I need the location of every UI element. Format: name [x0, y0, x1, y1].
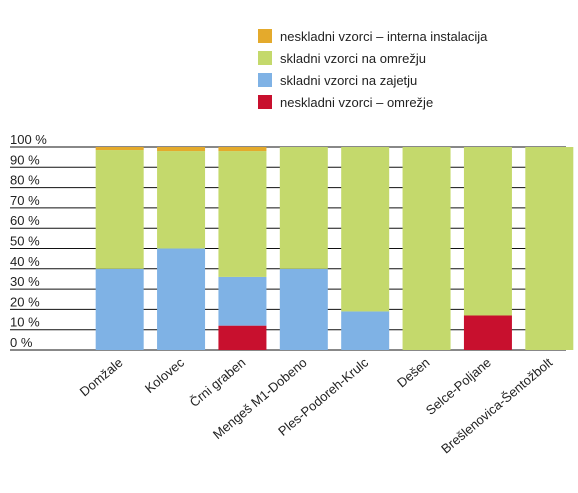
- x-tick-label: Dešen: [394, 355, 432, 391]
- y-tick-label: 10 %: [10, 315, 40, 330]
- bar-segment: [157, 248, 206, 350]
- legend-swatch: [258, 73, 272, 87]
- y-tick-label: 40 %: [10, 254, 40, 269]
- y-tick-label: 20 %: [10, 294, 40, 309]
- y-tick-label: 50 %: [10, 234, 40, 249]
- y-tick-label: 80 %: [10, 173, 40, 188]
- x-tick-label: Brešlenovica-Šentožbolt: [438, 355, 555, 457]
- y-tick-label: 60 %: [10, 213, 40, 228]
- x-tick-label: Domžale: [77, 355, 126, 399]
- legend-swatch: [258, 95, 272, 109]
- bar-segment: [525, 147, 574, 350]
- bar-segment: [218, 147, 267, 152]
- bar-segment: [95, 150, 144, 269]
- bar-segment: [341, 311, 390, 350]
- bar-segment: [279, 268, 328, 350]
- legend-label: skladni vzorci na omrežju: [280, 51, 426, 66]
- bar-segment: [218, 325, 267, 350]
- bar-segment: [218, 151, 267, 277]
- bar-segment: [279, 147, 328, 269]
- bar-segment: [402, 147, 451, 350]
- bar-segment: [95, 268, 144, 350]
- bar-segment: [463, 315, 512, 350]
- y-tick-label: 100 %: [10, 132, 47, 147]
- legend-label: neskladni vzorci – interna instalacija: [280, 29, 488, 44]
- y-tick-label: 30 %: [10, 274, 40, 289]
- legend-label: skladni vzorci na zajetju: [280, 73, 417, 88]
- legend-swatch: [258, 51, 272, 65]
- bar-segment: [95, 147, 144, 151]
- bar-segment: [218, 276, 267, 326]
- legend-label: neskladni vzorci – omrežje: [280, 95, 433, 110]
- bar-segment: [463, 147, 512, 316]
- x-tick-label: Črni graben: [187, 355, 249, 410]
- y-tick-label: 70 %: [10, 193, 40, 208]
- bar-segment: [157, 147, 206, 152]
- bar-segment: [341, 147, 390, 312]
- y-tick-label: 0 %: [10, 335, 33, 350]
- y-tick-label: 90 %: [10, 152, 40, 167]
- legend-swatch: [258, 29, 272, 43]
- x-tick-label: Kolovec: [142, 354, 187, 396]
- bar-segment: [157, 151, 206, 249]
